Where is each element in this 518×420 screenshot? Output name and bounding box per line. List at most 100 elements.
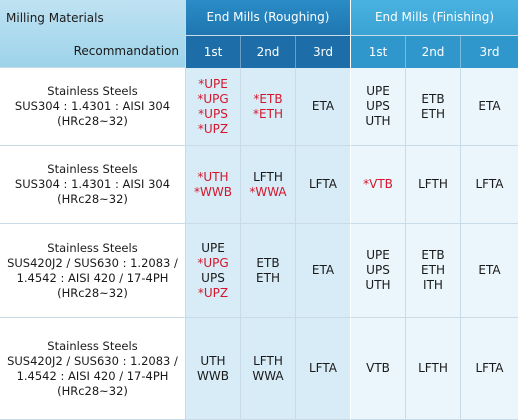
tool-cell-finishing: *VTB bbox=[351, 146, 406, 224]
tool-code: *UPG bbox=[197, 91, 229, 106]
tool-cell-finishing: ETA bbox=[461, 224, 518, 318]
tool-cell-roughing: *ETB *ETH bbox=[241, 68, 296, 146]
tool-code: LFTA bbox=[309, 177, 337, 191]
tool-code: ETH bbox=[256, 270, 280, 285]
tool-code: *UTH bbox=[197, 169, 229, 184]
tool-cell-finishing: ETA bbox=[461, 68, 518, 146]
material-cell: Stainless Steels SUS304 : 1.4301 : AISI 3… bbox=[0, 146, 186, 224]
subheader-label: 2nd bbox=[256, 44, 280, 59]
subheader-roughing-3rd: 3rd bbox=[296, 36, 351, 68]
material-line: 1.4542 : AISI 420 / 17-4PH bbox=[16, 270, 169, 285]
tool-code: LFTA bbox=[475, 177, 504, 191]
tool-cell-finishing: LFTH bbox=[406, 146, 461, 224]
tool-code: ETB bbox=[421, 91, 445, 106]
tool-code: *ETB bbox=[253, 91, 283, 106]
tool-code: WWA bbox=[252, 368, 284, 383]
tool-cell-roughing: UTH WWB bbox=[186, 318, 241, 420]
finishing-label: End Mills (Finishing) bbox=[374, 10, 495, 24]
material-line: (HRc28~32) bbox=[57, 383, 128, 398]
tool-code: ETA bbox=[478, 263, 501, 277]
material-cell: Stainless Steels SUS304 : 1.4301 : AISI 3… bbox=[0, 68, 186, 146]
group-header-finishing: End Mills (Finishing) bbox=[351, 0, 518, 36]
tool-code: ETA bbox=[311, 263, 335, 277]
tool-cell-roughing: ETB ETH bbox=[241, 224, 296, 318]
subheader-label: 1st bbox=[203, 44, 223, 59]
tool-cell-finishing: ETB ETH bbox=[406, 68, 461, 146]
tool-code: *UPE bbox=[198, 76, 228, 91]
group-header-roughing: End Mills (Roughing) bbox=[186, 0, 351, 36]
material-line: SUS304 : 1.4301 : AISI 304 bbox=[14, 177, 171, 191]
material-cell: Stainless Steels SUS420J2 / SUS630 : 1.20… bbox=[0, 318, 186, 420]
subheader-label: 3rd bbox=[313, 44, 333, 59]
material-cell: Stainless Steels SUS420J2 / SUS630 : 1.20… bbox=[0, 224, 186, 318]
tool-code: *ETH bbox=[253, 106, 283, 121]
tool-code: UPS bbox=[366, 263, 390, 277]
tool-code: ITH bbox=[423, 278, 443, 292]
tool-code: ETA bbox=[311, 99, 335, 113]
tool-cell-roughing: ETA bbox=[296, 68, 351, 146]
tool-cell-finishing: UPE UPS UTH bbox=[351, 68, 406, 146]
tool-code: UPE bbox=[201, 240, 225, 255]
tool-code: LFTA bbox=[309, 361, 337, 375]
material-line: Stainless Steels bbox=[47, 338, 138, 353]
subheader-finishing-3rd: 3rd bbox=[461, 36, 518, 68]
tool-code: *VTB bbox=[363, 177, 393, 191]
recommendation-label: Recommandation bbox=[73, 44, 179, 58]
tool-cell-roughing: LFTH *WWA bbox=[241, 146, 296, 224]
material-line: Stainless Steels bbox=[47, 84, 138, 98]
material-line: Stainless Steels bbox=[47, 162, 138, 176]
tool-cell-finishing: LFTA bbox=[461, 146, 518, 224]
subheader-roughing-1st: 1st bbox=[186, 36, 241, 68]
tool-code: ETB bbox=[256, 255, 280, 270]
tool-code: *UPZ bbox=[197, 285, 229, 300]
material-line: Stainless Steels bbox=[47, 240, 138, 255]
roughing-label: End Mills (Roughing) bbox=[206, 10, 330, 24]
tool-cell-roughing: LFTH WWA bbox=[241, 318, 296, 420]
tool-code: *UPS bbox=[198, 106, 228, 121]
subheader-label: 1st bbox=[368, 44, 388, 59]
subheader-roughing-2nd: 2nd bbox=[241, 36, 296, 68]
material-line: SUS420J2 / SUS630 : 1.2083 / bbox=[7, 353, 178, 368]
tool-code: ETA bbox=[478, 99, 501, 113]
tool-code: *WWA bbox=[249, 184, 287, 199]
tool-cell-roughing: LFTA bbox=[296, 318, 351, 420]
tool-cell-finishing: ETB ETH ITH bbox=[406, 224, 461, 318]
tool-cell-finishing: UPE UPS UTH bbox=[351, 224, 406, 318]
tool-cell-finishing: LFTH bbox=[406, 318, 461, 420]
tool-code: WWB bbox=[197, 368, 229, 383]
material-line: 1.4542 : AISI 420 / 17-4PH bbox=[16, 368, 169, 383]
tool-code: UTH bbox=[200, 353, 226, 368]
tool-code: UPS bbox=[201, 270, 225, 285]
material-line: SUS420J2 / SUS630 : 1.2083 / bbox=[7, 255, 178, 270]
tool-cell-roughing: *UTH *WWB bbox=[186, 146, 241, 224]
tool-code: ETH bbox=[421, 106, 445, 121]
tool-code: LFTH bbox=[418, 177, 448, 191]
material-line: (HRc28~32) bbox=[57, 114, 128, 128]
milling-materials-label: Milling Materials bbox=[6, 11, 104, 25]
tool-code: LFTH bbox=[253, 169, 283, 184]
tool-code: UPS bbox=[366, 99, 390, 113]
subheader-finishing-1st: 1st bbox=[351, 36, 406, 68]
tool-cell-roughing: LFTA bbox=[296, 146, 351, 224]
tool-code: *WWB bbox=[194, 184, 232, 199]
tool-cell-finishing: VTB bbox=[351, 318, 406, 420]
corner-header: Milling Materials Recommandation bbox=[0, 0, 186, 68]
tool-code: UTH bbox=[365, 278, 391, 292]
tool-code: LFTA bbox=[475, 361, 504, 375]
tool-code: VTB bbox=[366, 361, 390, 375]
tool-code: ETH bbox=[421, 263, 445, 277]
subheader-label: 2nd bbox=[421, 44, 445, 59]
tool-code: UPE bbox=[366, 248, 390, 262]
tool-cell-roughing: ETA bbox=[296, 224, 351, 318]
material-line: SUS304 : 1.4301 : AISI 304 bbox=[14, 99, 171, 113]
tool-code: LFTH bbox=[418, 361, 448, 375]
subheader-label: 3rd bbox=[479, 44, 500, 59]
tool-code: UPE bbox=[366, 84, 390, 98]
material-line: (HRc28~32) bbox=[57, 285, 128, 300]
subheader-finishing-2nd: 2nd bbox=[406, 36, 461, 68]
tool-cell-finishing: LFTA bbox=[461, 318, 518, 420]
material-line: (HRc28~32) bbox=[57, 192, 128, 206]
tool-code: *UPZ bbox=[197, 121, 229, 136]
tool-cell-roughing: *UPE *UPG *UPS *UPZ bbox=[186, 68, 241, 146]
